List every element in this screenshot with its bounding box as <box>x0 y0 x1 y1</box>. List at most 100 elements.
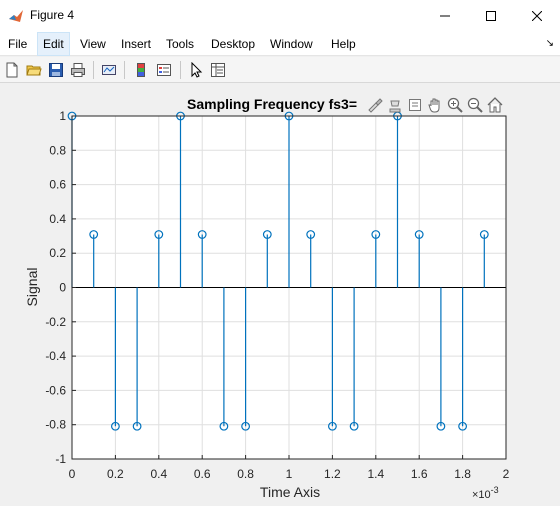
x-tick-label: 1.4 <box>367 467 384 481</box>
x-exponent-power: -3 <box>491 485 499 495</box>
zoom-out-icon <box>467 97 483 113</box>
menu-window[interactable]: Window <box>270 37 313 51</box>
zoom-in-button[interactable] <box>446 96 464 114</box>
toolbar-separator <box>93 61 94 79</box>
minimize-button[interactable] <box>422 0 468 32</box>
stem-marker <box>110 421 120 431</box>
stem-marker <box>219 421 229 431</box>
stem-marker <box>306 230 316 239</box>
menu-view[interactable]: View <box>80 37 106 51</box>
new-figure-button[interactable] <box>2 60 22 80</box>
toolbar-separator <box>180 61 181 79</box>
data-tips-button[interactable] <box>386 96 404 114</box>
close-icon <box>532 11 542 21</box>
menu-tools[interactable]: Tools <box>166 37 195 51</box>
pan-button[interactable] <box>426 96 444 114</box>
y-tick-label: 0 <box>59 281 66 295</box>
x-tick-label: 0.2 <box>107 467 124 481</box>
save-icon <box>49 63 63 77</box>
menu-desktop[interactable]: Desktop <box>211 37 256 51</box>
x-tick-label: 1 <box>286 467 293 481</box>
y-tick-label: -0.2 <box>45 315 66 329</box>
brush-tool-button[interactable] <box>366 96 384 114</box>
window-title: Figure 4 <box>30 8 75 22</box>
stem-marker <box>197 230 207 239</box>
x-tick-label: 0.8 <box>237 467 254 481</box>
brush-icon <box>368 98 383 113</box>
tick-marks <box>71 115 507 460</box>
figure-toolbar <box>0 57 560 83</box>
property-inspector-icon <box>211 63 225 77</box>
x-tick-labels: 0 0.2 0.4 0.6 0.8 1 1.2 1.4 1.6 1.8 2 <box>69 467 510 481</box>
x-exponent-base: ×10 <box>472 489 491 501</box>
save-button[interactable] <box>46 60 66 80</box>
pointer-icon <box>191 62 203 78</box>
colorbar-button[interactable] <box>131 60 151 80</box>
link-plot-button[interactable] <box>99 60 119 80</box>
y-tick-label: -0.4 <box>45 349 66 363</box>
stem-marker <box>436 421 446 431</box>
menu-file[interactable]: File <box>8 37 28 51</box>
y-tick-label: 1 <box>59 109 66 123</box>
open-folder-icon <box>26 65 42 76</box>
menu-edit[interactable]: Edit <box>37 32 70 56</box>
property-inspector-button[interactable] <box>208 60 228 80</box>
menu-insert[interactable]: Insert <box>121 37 152 51</box>
stem-marker <box>349 421 359 431</box>
stem-marker <box>328 421 337 431</box>
stem-marker <box>132 421 142 431</box>
stem-marker <box>154 230 164 239</box>
print-button[interactable] <box>68 60 88 80</box>
home-icon <box>487 97 503 113</box>
menu-help[interactable]: Help <box>331 37 356 51</box>
dock-arrow-icon[interactable]: ↘ <box>545 38 554 49</box>
chart-title: Sampling Frequency fs3= <box>187 96 357 112</box>
y-tick-label: 0.6 <box>49 178 66 192</box>
x-tick-label: 1.8 <box>454 467 471 481</box>
home-button[interactable] <box>486 96 504 114</box>
export-button[interactable] <box>406 96 424 114</box>
stem-marker <box>371 230 381 239</box>
new-file-icon <box>6 62 18 78</box>
x-tick-label: 2 <box>503 467 510 481</box>
y-axis-label: Signal <box>24 268 40 307</box>
edit-plot-button[interactable] <box>186 60 206 80</box>
y-tick-label: 0.2 <box>49 246 66 260</box>
stem-marker <box>479 230 489 239</box>
y-tick-label: -0.6 <box>45 383 66 397</box>
printer-icon <box>71 63 85 77</box>
stem-marker <box>414 230 424 239</box>
maximize-button[interactable] <box>468 0 514 32</box>
x-tick-label: 0.4 <box>150 467 167 481</box>
legend-icon <box>157 64 171 76</box>
close-button[interactable] <box>514 0 560 32</box>
x-axis-exponent: ×10-3 <box>472 485 499 501</box>
x-tick-label: 0.6 <box>194 467 211 481</box>
x-tick-label: 0 <box>69 467 76 481</box>
export-icon <box>409 99 421 111</box>
open-file-button[interactable] <box>24 60 44 80</box>
legend-button[interactable] <box>154 60 174 80</box>
link-plot-icon <box>102 65 116 75</box>
axes-toolbar <box>366 96 508 116</box>
minimize-icon <box>440 15 450 17</box>
y-tick-label: -1 <box>55 452 66 466</box>
toolbar-separator <box>124 61 125 79</box>
x-tick-label: 1.6 <box>411 467 428 481</box>
y-tick-label: 0.4 <box>49 212 66 226</box>
y-tick-labels: 1 0.8 0.6 0.4 0.2 0 -0.2 -0.4 -0.6 -0.8 -1 <box>45 109 66 466</box>
x-tick-label: 1.2 <box>324 467 341 481</box>
y-tick-label: -0.8 <box>45 418 66 432</box>
colorbar-icon <box>137 63 145 77</box>
stem-marker <box>89 230 99 239</box>
maximize-icon <box>486 11 496 21</box>
zoom-out-button[interactable] <box>466 96 484 114</box>
matlab-icon <box>9 10 23 22</box>
title-bar: Figure 4 <box>0 0 560 32</box>
hand-icon <box>428 98 440 113</box>
x-axis-label: Time Axis <box>260 484 320 500</box>
zoom-in-icon <box>447 97 463 113</box>
y-tick-label: 0.8 <box>49 143 66 157</box>
stem-marker <box>458 421 468 431</box>
